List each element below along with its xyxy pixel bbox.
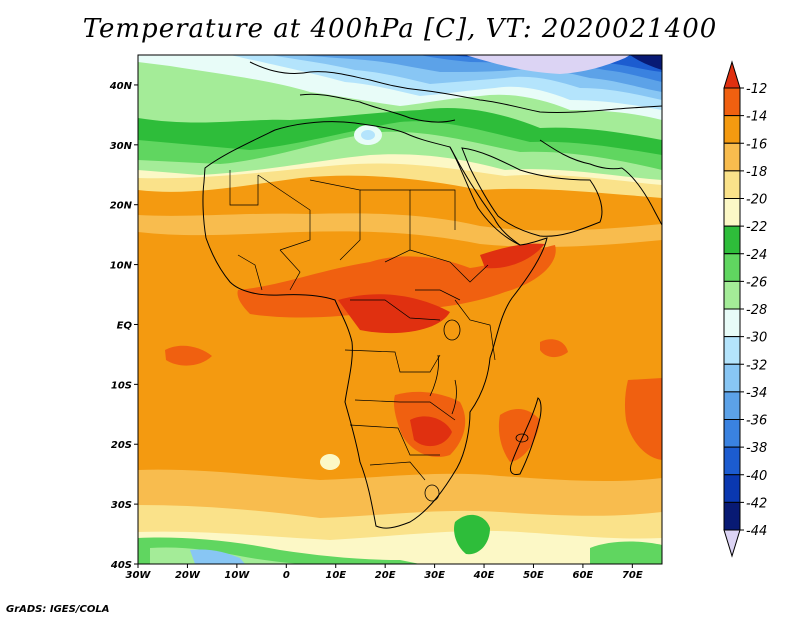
- colorbar-swatch: [723, 391, 741, 420]
- colorbar-swatch: [723, 501, 741, 531]
- lat-tick-label: 30S: [111, 500, 132, 511]
- grads-credit: GrADS: IGES/COLA: [6, 604, 110, 615]
- colorbar-label: -40: [746, 469, 767, 484]
- lat-tick-label: EQ: [117, 320, 133, 331]
- lat-tick-label: 20S: [111, 440, 132, 451]
- colorbar: -12 -14 -16 -18 -20 -22 -24 -26 -28 -30 -32 -34 -36 -…: [723, 60, 767, 558]
- chart-title: Temperature at 400hPa [C], VT: 202002140…: [82, 14, 718, 44]
- colorbar-bottom-arrow: [723, 529, 741, 558]
- mediterranean-north-coast: [299, 93, 456, 123]
- persian-gulf-outline: [539, 139, 623, 170]
- lat-tick-label: 40N: [109, 81, 133, 92]
- colorbar-swatch: [723, 336, 741, 365]
- lat-tick-label: 10N: [110, 261, 133, 272]
- colorbar-swatch: [723, 280, 741, 310]
- colorbar-label: -14: [746, 110, 767, 125]
- lat-tick-label: 10S: [111, 380, 132, 391]
- longitude-axis: 30W 20W 10W 0 10E 20E 30E 40E 50E 60E 70E: [126, 564, 643, 581]
- colorbar-label: -20: [746, 193, 767, 208]
- colorbar-label: -26: [746, 275, 767, 290]
- colorbar-label: -36: [746, 414, 767, 429]
- colorbar-label: -22: [746, 220, 767, 235]
- africa-coastline: [202, 121, 548, 529]
- colorbar-label: -34: [746, 386, 767, 401]
- india-coastline: [621, 167, 662, 226]
- colorbar-label: -18: [746, 165, 767, 180]
- colorbar-swatch: [723, 446, 741, 476]
- colorbar-label: -12: [746, 82, 767, 97]
- colorbar-label: -44: [746, 524, 767, 539]
- colorbar-label: -38: [746, 441, 767, 456]
- colorbar-swatch: [723, 363, 741, 393]
- colorbar-swatch: [723, 142, 741, 172]
- colorbar-label: -24: [746, 248, 767, 263]
- lon-tick-label: 40E: [473, 570, 495, 581]
- lat-tick-label: 20N: [110, 201, 133, 212]
- lon-tick-label: 0: [283, 570, 290, 581]
- lon-tick-label: 30W: [126, 570, 152, 581]
- lat-tick-label: 30N: [110, 141, 133, 152]
- colorbar-top-arrow: [723, 60, 741, 89]
- lon-tick-label: 20W: [175, 570, 201, 581]
- lon-tick-label: 10E: [325, 570, 346, 581]
- temperature-field: [138, 55, 662, 564]
- europe-coastline: [249, 61, 662, 114]
- lon-tick-label: 50E: [523, 570, 544, 581]
- arabia-coastline: [461, 147, 603, 237]
- colorbar-swatch: [723, 253, 741, 282]
- country-borders: [229, 170, 496, 481]
- map-frame: [137, 54, 663, 565]
- lon-tick-label: 60E: [573, 570, 594, 581]
- colorbar-label: -16: [746, 137, 767, 152]
- colorbar-swatch: [723, 225, 741, 255]
- lon-tick-label: 20E: [375, 570, 396, 581]
- colorbar-label: -30: [746, 331, 767, 346]
- colorbar-label: -42: [746, 496, 767, 511]
- colorbar-swatch: [723, 115, 741, 144]
- coastlines: [202, 61, 662, 529]
- lon-tick-label: 70E: [622, 570, 643, 581]
- colorbar-label: -32: [746, 358, 767, 373]
- colorbar-swatch: [723, 474, 741, 503]
- colorbar-swatch: [723, 87, 741, 117]
- colorbar-swatch: [723, 308, 741, 338]
- colorbar-swatch: [723, 170, 741, 199]
- lat-tick-label: 40S: [110, 560, 132, 571]
- colorbar-swatch: [723, 198, 741, 227]
- colorbar-swatch: [723, 419, 741, 448]
- colorbar-label: -28: [746, 303, 767, 318]
- latitude-axis: 40N 30N 20N 10N EQ 10S 20S 30S 40S: [109, 81, 138, 571]
- lakes: [424, 319, 529, 502]
- madagascar-coastline: [509, 397, 542, 475]
- lon-tick-label: 10W: [224, 570, 250, 581]
- red-sea-outline: [449, 146, 521, 246]
- lon-tick-label: 30E: [424, 570, 445, 581]
